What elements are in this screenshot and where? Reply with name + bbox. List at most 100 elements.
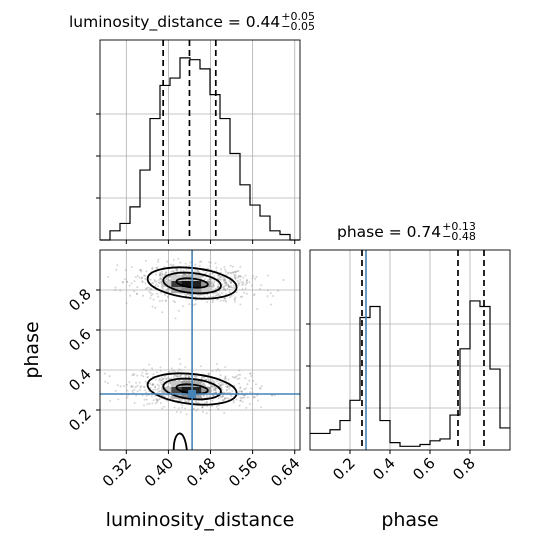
y-axis-label-phase: phase (21, 321, 43, 378)
sample-point (171, 264, 174, 267)
sample-point (223, 288, 226, 291)
density-cell-18 (191, 387, 202, 393)
sample-point (195, 269, 198, 272)
sample-point (239, 373, 242, 376)
contour-mode1-level1 (162, 377, 222, 401)
sample-point (164, 273, 167, 276)
sample-point (156, 371, 158, 374)
sample-point (145, 270, 148, 273)
sample-point (201, 410, 204, 413)
sample-point (149, 278, 152, 281)
sample-point (125, 301, 128, 304)
sample-point (269, 303, 272, 306)
sample-point (248, 379, 251, 382)
sample-point (186, 293, 189, 296)
sample-point (256, 308, 259, 310)
sample-point (184, 293, 187, 296)
sample-point (234, 276, 237, 279)
sample-point (225, 385, 228, 388)
sample-point (231, 390, 234, 392)
sample-point (214, 262, 217, 265)
sample-point (267, 289, 269, 292)
sample-point (230, 281, 233, 284)
sample-point (216, 362, 219, 365)
sample-point (161, 407, 164, 410)
sample-point (240, 390, 243, 393)
sample-point (228, 296, 231, 299)
tick-label-phase-x-1: 0.4 (369, 454, 399, 484)
sample-point (146, 376, 149, 379)
density-cell-0 (171, 275, 182, 281)
sample-point (269, 292, 272, 295)
sample-point (234, 270, 237, 273)
sample-point (170, 270, 173, 273)
sample-point (242, 281, 245, 284)
sample-point (206, 405, 209, 408)
sample-point (152, 388, 155, 391)
sample-point (136, 292, 139, 295)
sample-point (188, 265, 191, 267)
sample-point (218, 369, 221, 372)
sample-point (151, 383, 154, 386)
sample-point (216, 298, 219, 301)
sample-point (176, 375, 179, 378)
sample-point (150, 288, 153, 291)
sample-point (154, 386, 157, 389)
sample-point (228, 271, 230, 274)
sample-point (237, 284, 240, 287)
sample-point (202, 394, 205, 397)
sample-point (158, 390, 161, 393)
sample-point (132, 374, 135, 376)
sample-point (248, 403, 251, 406)
sample-point (217, 285, 220, 288)
sample-point (167, 296, 170, 299)
histogram-luminosity-distance (100, 57, 300, 241)
sample-point (161, 287, 164, 290)
sample-point (158, 379, 161, 382)
sample-point (220, 386, 223, 389)
sample-point (234, 278, 237, 280)
sample-point (166, 260, 169, 263)
sample-point (212, 285, 215, 288)
sample-point (182, 379, 185, 381)
sample-point (168, 275, 171, 278)
sample-point (126, 389, 129, 392)
sample-point (141, 280, 144, 283)
sample-point (141, 394, 144, 397)
sample-point (166, 288, 169, 291)
sample-point (225, 389, 228, 392)
sample-point (193, 303, 195, 306)
sample-point (244, 377, 247, 380)
sample-point (130, 384, 133, 387)
sample-point (159, 272, 162, 275)
sample-point (240, 390, 243, 393)
sample-point (243, 396, 246, 399)
sample-point (211, 301, 214, 304)
sample-point (239, 386, 242, 389)
sample-point (218, 290, 221, 292)
sample-point (209, 261, 212, 264)
sample-point (149, 297, 152, 300)
sample-point (228, 285, 231, 288)
sample-point (177, 309, 180, 312)
sample-point (156, 292, 159, 295)
sample-point (223, 297, 226, 300)
sample-point (214, 389, 217, 391)
sample-point (135, 394, 138, 397)
histogram-phase (310, 300, 510, 447)
sample-point (211, 386, 214, 389)
sample-point (179, 261, 182, 264)
sample-point (205, 401, 208, 404)
sample-point (218, 275, 220, 278)
sample-point (224, 279, 226, 282)
sample-point (207, 373, 210, 376)
sample-point (214, 295, 217, 297)
sample-point (173, 406, 176, 409)
sample-point (149, 382, 152, 385)
sample-point (146, 403, 149, 406)
sample-point (217, 274, 220, 277)
sample-point (208, 273, 211, 275)
sample-point (198, 264, 201, 267)
sample-point (216, 286, 219, 289)
truth-lines-2d (100, 250, 300, 450)
